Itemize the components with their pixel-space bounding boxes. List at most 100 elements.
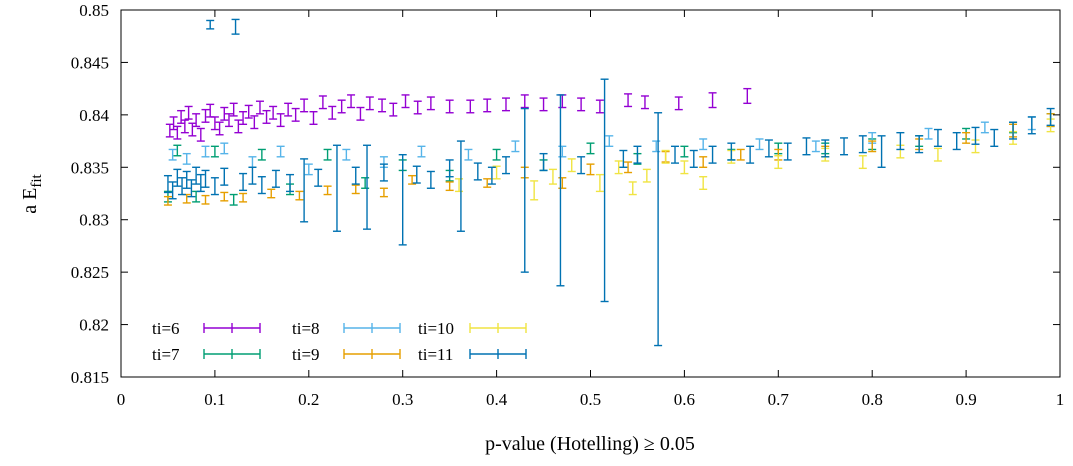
data-point <box>300 98 309 113</box>
data-point <box>304 163 313 176</box>
data-point <box>271 169 280 188</box>
data-point <box>990 128 999 148</box>
x-tick-label: 0.7 <box>768 390 790 409</box>
data-point <box>262 109 271 124</box>
data-point <box>1046 107 1055 127</box>
data-point <box>239 172 248 192</box>
data-point <box>483 178 492 188</box>
data-point <box>365 96 374 111</box>
data-point <box>577 156 586 175</box>
data-point <box>201 108 210 123</box>
data-point <box>1027 116 1036 135</box>
data-point <box>201 194 210 205</box>
data-point <box>586 142 595 155</box>
data-point <box>286 173 295 193</box>
data-point <box>456 140 465 232</box>
data-point <box>210 145 219 158</box>
data-point <box>689 149 698 168</box>
data-point <box>229 102 238 117</box>
data-point <box>291 107 300 122</box>
data-point <box>318 95 327 110</box>
data-point <box>980 121 989 134</box>
data-point <box>332 144 341 232</box>
data-point <box>746 145 755 164</box>
data-point <box>173 125 182 140</box>
data-point <box>628 181 637 196</box>
data-point <box>464 148 473 161</box>
data-point <box>180 119 189 134</box>
legend-item: ti=6 <box>152 319 261 338</box>
y-tick-label: 0.84 <box>79 106 109 125</box>
data-point <box>182 193 191 204</box>
data-point <box>858 135 867 154</box>
data-point <box>915 135 924 154</box>
data-point <box>201 169 210 188</box>
data-point <box>868 140 877 153</box>
data-point <box>577 97 586 112</box>
y-axis-title: a Efit <box>19 173 45 213</box>
data-point <box>389 102 398 117</box>
data-point <box>455 178 464 193</box>
data-point <box>600 78 609 303</box>
data-point <box>640 95 649 110</box>
data-point <box>182 152 191 165</box>
data-point <box>501 156 510 175</box>
data-point <box>220 106 229 121</box>
x-tick-label: 0 <box>117 390 126 409</box>
data-point <box>244 104 253 119</box>
legend-label: ti=10 <box>418 319 454 338</box>
data-point <box>492 148 501 161</box>
legend-label: ti=11 <box>418 345 453 364</box>
data-point <box>567 158 576 173</box>
y-tick-label: 0.835 <box>71 158 109 177</box>
data-point <box>614 160 623 175</box>
data-point <box>840 137 849 156</box>
data-point <box>220 142 229 155</box>
data-point <box>556 94 565 287</box>
data-point <box>1009 121 1018 140</box>
data-point <box>184 105 193 120</box>
data-point <box>417 145 426 158</box>
data-point <box>210 177 219 196</box>
data-point <box>378 98 387 113</box>
data-point <box>269 105 278 120</box>
data-point <box>196 127 205 142</box>
series-ti-9 <box>163 113 1055 206</box>
y-tick-label: 0.82 <box>79 316 109 335</box>
data-point <box>220 167 229 186</box>
data-point <box>224 113 233 128</box>
data-point <box>811 140 820 153</box>
data-point <box>257 148 266 161</box>
x-tick-label: 1 <box>1056 390 1065 409</box>
data-point <box>276 113 285 128</box>
data-point <box>736 148 745 161</box>
data-point <box>680 145 689 158</box>
legend-item: ti=8 <box>292 319 401 338</box>
data-point <box>168 181 177 200</box>
data-point <box>206 103 215 118</box>
data-point <box>858 155 867 170</box>
data-point <box>169 116 178 131</box>
x-tick-label: 0.5 <box>580 390 601 409</box>
data-point <box>413 100 422 115</box>
data-point <box>328 105 337 120</box>
legend-label: ti=6 <box>152 319 180 338</box>
data-point <box>473 162 482 181</box>
data-point <box>699 176 708 191</box>
data-layer <box>163 18 1055 347</box>
data-point <box>558 177 567 189</box>
data-point <box>783 142 792 161</box>
x-axis: 0 0.1 0.2 0.3 0.4 0.5 0.6 0.7 0.8 0.9 1 <box>117 10 1065 409</box>
data-point <box>347 94 356 109</box>
data-point <box>652 140 661 153</box>
data-point <box>466 99 475 114</box>
data-point <box>933 128 942 148</box>
data-point <box>300 158 309 223</box>
data-point <box>558 145 567 158</box>
data-point <box>231 18 240 35</box>
data-point <box>337 99 346 114</box>
data-point <box>426 96 435 111</box>
x-tick-label: 0.1 <box>204 390 225 409</box>
x-tick-label: 0.2 <box>298 390 319 409</box>
